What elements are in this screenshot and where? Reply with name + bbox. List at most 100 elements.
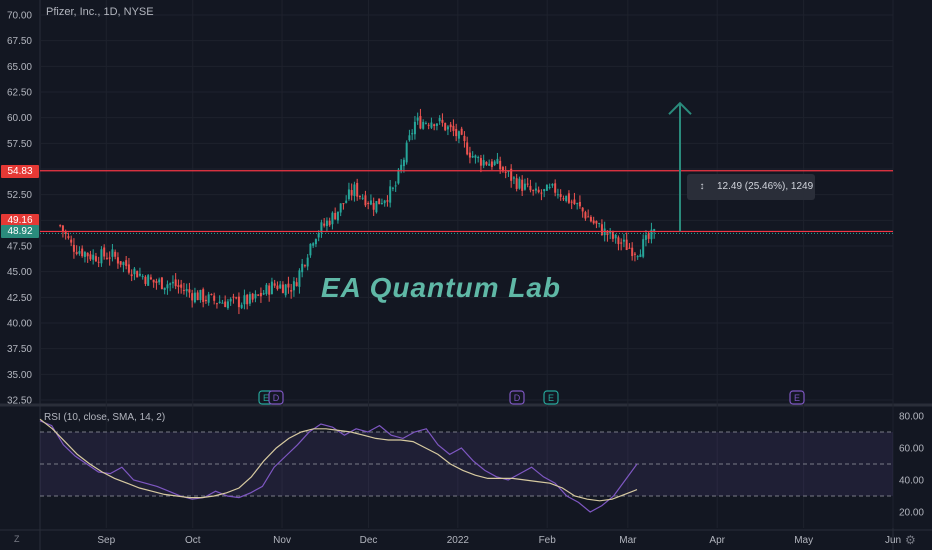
candle-body	[155, 281, 158, 284]
candle-body	[138, 273, 141, 276]
candle-body	[182, 289, 185, 291]
candle-body	[444, 122, 447, 131]
candle-body	[592, 220, 595, 224]
candle-body	[408, 135, 411, 141]
candle-body	[581, 207, 584, 212]
zoom-button[interactable]: Z	[14, 534, 20, 544]
candle-body	[356, 182, 359, 197]
candle-body	[625, 239, 628, 250]
candle-body	[292, 281, 295, 291]
event-marker	[268, 390, 284, 405]
candle-body	[149, 277, 152, 280]
candle-body	[177, 285, 180, 288]
candle-body	[510, 168, 513, 181]
candle-body	[499, 160, 502, 170]
candle-body	[537, 189, 540, 193]
candle-body	[488, 163, 491, 166]
candle-body	[287, 283, 290, 288]
candle-body	[207, 294, 210, 303]
candle-body	[559, 194, 562, 197]
candle-body	[633, 253, 636, 255]
candle-body	[309, 243, 312, 256]
candle-body	[600, 224, 603, 236]
candle-body	[185, 288, 188, 292]
candle-body	[446, 126, 449, 130]
rsi-tick-label: 40.00	[899, 476, 924, 487]
candle-body	[111, 249, 114, 257]
candle-body	[394, 185, 397, 187]
candle-body	[402, 159, 405, 167]
candle-body	[515, 178, 518, 189]
candle-body	[383, 200, 386, 204]
event-marker-label: E	[794, 393, 800, 403]
candle-body	[653, 229, 656, 233]
candle-body	[72, 244, 75, 252]
candle-body	[449, 124, 452, 128]
candle-body	[89, 254, 92, 260]
candle-body	[369, 200, 372, 205]
candle-body	[631, 247, 634, 257]
candle-body	[312, 243, 315, 246]
candle-body	[259, 292, 262, 297]
price-tick-label: 65.00	[7, 62, 32, 73]
rsi-line	[39, 420, 638, 513]
candle-body	[290, 290, 293, 292]
candle-body	[644, 235, 647, 240]
time-tick-label: May	[794, 535, 813, 546]
candle-body	[171, 281, 174, 284]
event-marker-label: E	[263, 393, 269, 403]
candle-body	[576, 203, 579, 205]
candle-body	[345, 200, 348, 203]
candle-body	[463, 135, 466, 141]
candle-body	[86, 252, 89, 257]
arrow-head	[668, 101, 692, 115]
time-axis[interactable]: Sep Oct Nov Dec 2022 Feb Mar Apr May Jun	[97, 535, 901, 546]
candle-body	[158, 279, 161, 283]
candle-body	[61, 225, 64, 232]
candle-body	[284, 284, 287, 296]
candle-body	[83, 252, 86, 257]
candle-body	[350, 190, 353, 196]
candle-body	[130, 274, 133, 277]
candle-body	[81, 248, 84, 257]
candle-body	[589, 216, 592, 222]
candle-body	[199, 289, 202, 300]
candle-body	[279, 284, 282, 289]
candle-body	[116, 257, 119, 264]
candle-body	[372, 202, 375, 210]
candle-body	[430, 122, 433, 128]
candle-body	[526, 183, 529, 185]
time-tick-label: Nov	[273, 535, 291, 546]
candle-body	[213, 295, 216, 301]
gear-icon[interactable]: ⚙	[905, 533, 916, 547]
candle-body	[273, 283, 276, 286]
candle-body	[598, 222, 601, 224]
candle-body	[122, 262, 125, 266]
chart-title: Pfizer, Inc., 1D, NYSE	[46, 6, 154, 18]
time-tick-label: 2022	[447, 535, 470, 546]
candle-body	[78, 251, 81, 254]
candle-body	[562, 198, 565, 200]
candle-body	[532, 190, 535, 192]
candle-body	[276, 285, 279, 290]
candle-body	[501, 167, 504, 172]
price-tick-label: 47.50	[7, 242, 32, 253]
candle-body	[265, 284, 268, 294]
candle-body	[468, 152, 471, 158]
candle-body	[334, 212, 337, 220]
candle-body	[251, 293, 254, 300]
candle-body	[595, 220, 598, 224]
candle-body	[573, 199, 576, 205]
measure-label: 12.49 (25.46%), 1249	[717, 181, 814, 192]
measure-tooltip: ↕ 12.49 (25.46%), 1249	[687, 174, 815, 200]
event-marker-label: D	[273, 393, 280, 403]
candle-body	[422, 121, 425, 129]
candle-body	[306, 257, 309, 267]
candle-body	[391, 187, 394, 189]
candle-body	[628, 247, 631, 249]
candle-body	[400, 164, 403, 171]
candle-body	[419, 116, 422, 129]
rsi-tick-label: 80.00	[899, 412, 924, 423]
